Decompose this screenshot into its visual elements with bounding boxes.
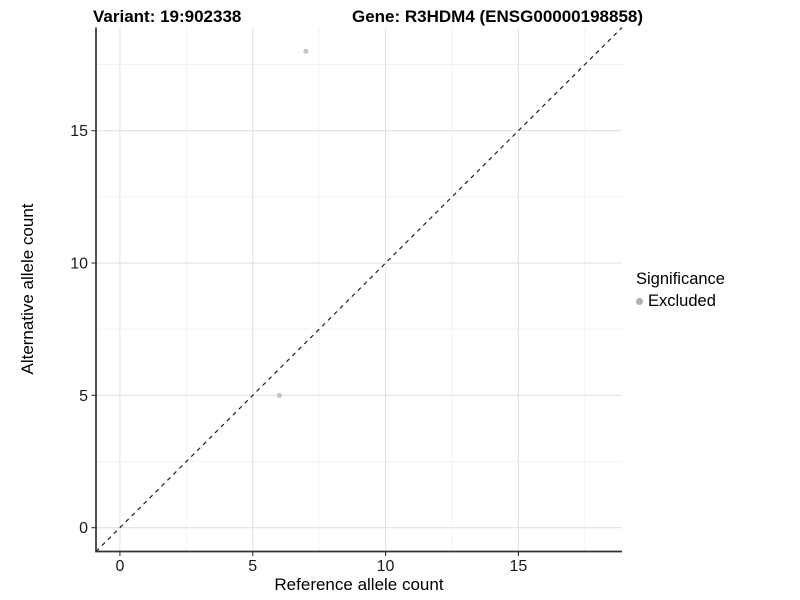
x-tick-label: 0 (115, 558, 124, 575)
gene-title: Gene: R3HDM4 (ENSG00000198858) (352, 7, 644, 26)
legend-title: Significance (636, 270, 725, 288)
x-axis-title: Reference allele count (274, 575, 444, 594)
y-tick-label: 5 (79, 388, 88, 405)
legend: Significance Excluded (636, 270, 725, 311)
y-tick-label: 0 (79, 520, 88, 537)
legend-point-icon (636, 298, 643, 305)
y-tick-label: 10 (70, 256, 88, 273)
legend-entry-excluded: Excluded (636, 292, 725, 311)
x-tick-label: 5 (248, 558, 257, 575)
data-point (276, 392, 282, 398)
legend-entry-label: Excluded (648, 292, 716, 310)
variant-title: Variant: 19:902338 (93, 7, 242, 26)
y-axis-title: Alternative allele count (18, 203, 37, 375)
x-tick-label: 15 (509, 558, 527, 575)
identity-dashed-line (95, 27, 623, 552)
y-tick-label: 15 (70, 123, 88, 140)
x-tick-label: 10 (377, 558, 395, 575)
data-point (303, 48, 309, 54)
